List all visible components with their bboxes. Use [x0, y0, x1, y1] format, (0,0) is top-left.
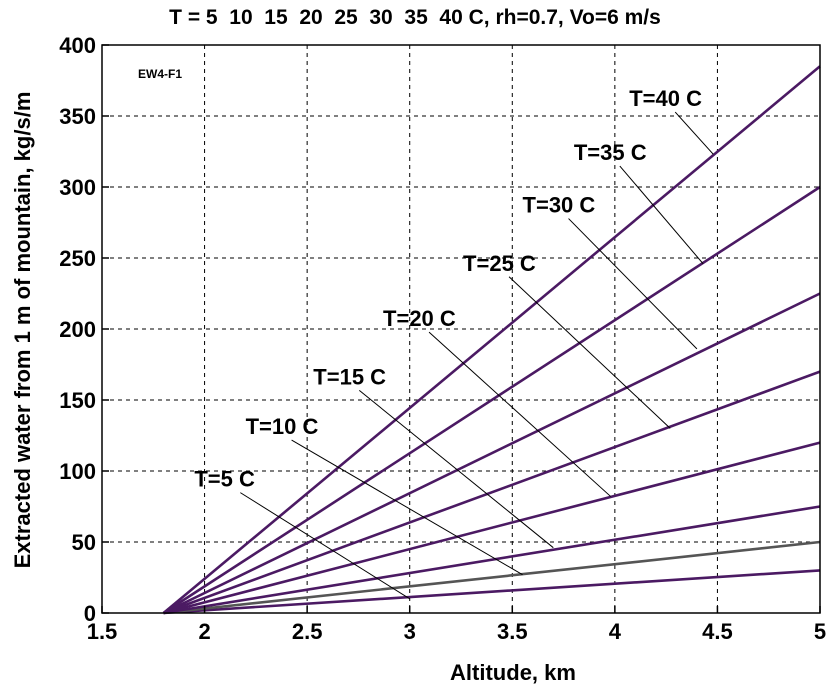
x-tick-label: 3.5 — [497, 619, 528, 644]
series-line — [163, 569, 821, 615]
series-label-pointer — [568, 218, 698, 350]
series-label-pointer — [508, 276, 671, 429]
figure-tag: EW4-F1 — [138, 67, 182, 81]
series-label-pointer — [291, 439, 523, 576]
series-layer — [162, 65, 821, 615]
y-tick-label: 150 — [59, 388, 96, 413]
series-label: T=5 C — [194, 467, 255, 492]
series-label: T=20 C — [383, 306, 456, 331]
x-tick-label: 4.5 — [702, 619, 733, 644]
series-label: T=25 C — [463, 251, 536, 276]
x-tick-label: 3 — [404, 619, 416, 644]
annotation-layer: T=5 C T=10 C T=15 C T=20 C T=25 C T=30 C T=35 … — [194, 86, 714, 600]
y-tick-label: 300 — [59, 175, 96, 200]
series-label: T=40 C — [629, 86, 702, 111]
series-label-pointer — [674, 111, 714, 155]
x-tick-label: 2 — [198, 619, 210, 644]
series-line — [162, 65, 821, 614]
series-line — [163, 441, 821, 615]
x-tick-label: 5 — [814, 619, 826, 644]
series-label: T=15 C — [313, 364, 386, 389]
series-line — [162, 292, 821, 615]
x-axis-label: Altitude, km — [450, 660, 576, 685]
series-label-pointer — [240, 492, 410, 600]
y-tick-label: 250 — [59, 246, 96, 271]
series-label-pointer — [428, 331, 612, 497]
series-line — [163, 505, 821, 615]
x-tick-label: 1.5 — [87, 619, 118, 644]
series-label-pointer — [358, 389, 554, 549]
series-line — [163, 370, 821, 615]
y-tick-label: 200 — [59, 317, 96, 342]
x-tick-label: 2.5 — [292, 619, 323, 644]
y-tick-label: 0 — [84, 601, 96, 626]
y-tick-label: 50 — [72, 530, 96, 555]
series-line — [163, 540, 821, 615]
chart-title: T = 5 10 15 20 25 30 35 40 C, rh=0.7, Vo… — [169, 6, 661, 29]
series-line — [162, 185, 821, 615]
y-axis-label: Extracted water from 1 m of mountain, kg… — [10, 92, 35, 569]
y-tick-label: 400 — [59, 33, 96, 58]
x-tick-label: 4 — [609, 619, 622, 644]
series-label: T=10 C — [246, 414, 319, 439]
y-tick-label: 100 — [59, 459, 96, 484]
grid — [102, 45, 820, 613]
series-label-pointer — [619, 165, 704, 265]
series-label: T=35 C — [574, 140, 647, 165]
y-tick-label: 350 — [59, 104, 96, 129]
series-label: T=30 C — [523, 193, 596, 218]
